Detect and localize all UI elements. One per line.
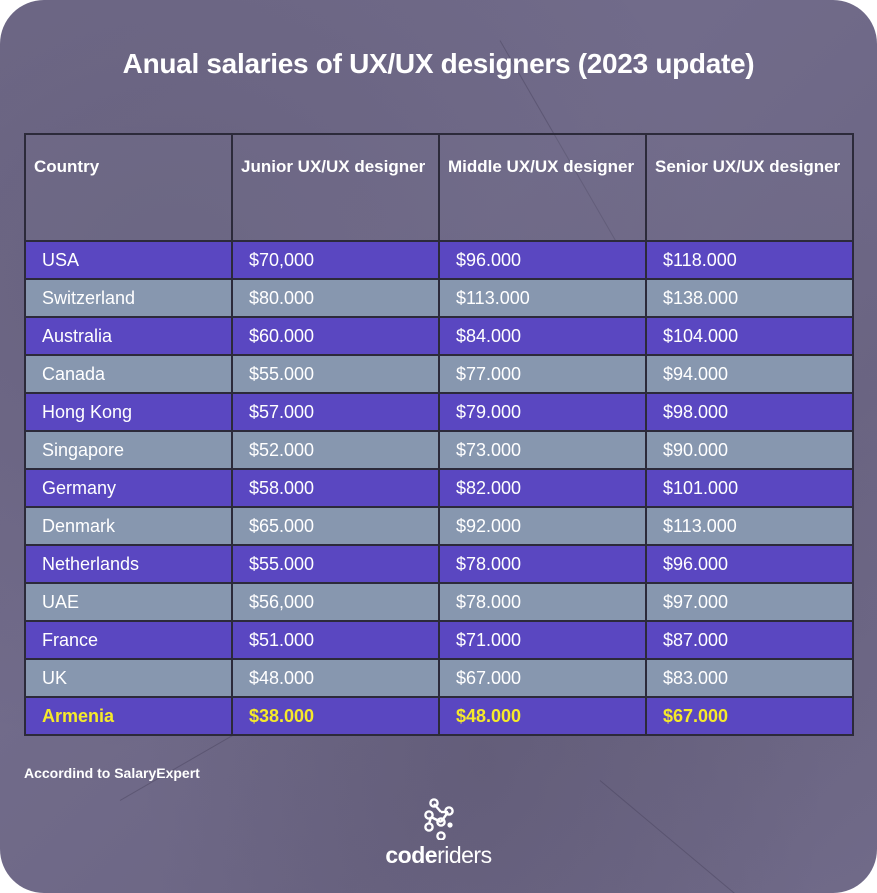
cell-middle: $79.000 [438,392,647,432]
cell-middle: $73.000 [438,430,647,470]
cell-senior: $138.000 [645,278,854,318]
cell-country: UK [24,658,233,698]
table-row: Singapore $52.000 $73.000 $90.000 [24,430,854,470]
cell-senior: $97.000 [645,582,854,622]
cell-country: France [24,620,233,660]
cell-middle: $82.000 [438,468,647,508]
cell-country: Canada [24,354,233,394]
source-note: Accordind to SalaryExpert [24,765,200,781]
cell-country: Netherlands [24,544,233,584]
cell-senior: $96.000 [645,544,854,584]
table-row: Denmark $65.000 $92.000 $113.000 [24,506,854,546]
table-row: Canada $55.000 $77.000 $94.000 [24,354,854,394]
cell-middle: $84.000 [438,316,647,356]
cell-senior: $90.000 [645,430,854,470]
cell-middle: $71.000 [438,620,647,660]
header-senior: Senior UX/UX designer [645,133,854,242]
cell-junior: $55.000 [231,354,440,394]
cell-junior: $56,000 [231,582,440,622]
salary-table: Country Junior UX/UX designer Middle UX/… [24,133,854,736]
header-middle: Middle UX/UX designer [438,133,647,242]
cell-junior: $51.000 [231,620,440,660]
cell-middle: $48.000 [438,696,647,736]
cell-middle: $78.000 [438,544,647,584]
cell-middle: $77.000 [438,354,647,394]
table-row: UAE $56,000 $78.000 $97.000 [24,582,854,622]
cell-middle: $78.000 [438,582,647,622]
brand-logo: coderiders [0,798,877,869]
cell-country: Switzerland [24,278,233,318]
cell-senior: $104.000 [645,316,854,356]
cell-senior: $83.000 [645,658,854,698]
table-row: USA $70,000 $96.000 $118.000 [24,240,854,280]
cell-country: Hong Kong [24,392,233,432]
table-row: Hong Kong $57.000 $79.000 $98.000 [24,392,854,432]
table-row: France $51.000 $71.000 $87.000 [24,620,854,660]
cell-middle: $92.000 [438,506,647,546]
cell-middle: $96.000 [438,240,647,280]
cell-junior: $52.000 [231,430,440,470]
cell-country: Australia [24,316,233,356]
brand-wordmark: coderiders [385,842,492,868]
header-junior: Junior UX/UX designer [231,133,440,242]
cell-middle: $67.000 [438,658,647,698]
cell-country: Singapore [24,430,233,470]
page-title: Anual salaries of UX/UX designers (2023 … [122,48,755,79]
cell-senior: $113.000 [645,506,854,546]
cell-senior: $67.000 [645,696,854,736]
table-row-highlighted: Armenia $38.000 $48.000 $67.000 [24,696,854,736]
cell-country: Germany [24,468,233,508]
cell-junior: $58.000 [231,468,440,508]
table-row: Germany $58.000 $82.000 $101.000 [24,468,854,508]
cell-junior: $48.000 [231,658,440,698]
cell-country: Armenia [24,696,233,736]
cell-senior: $94.000 [645,354,854,394]
cell-junior: $57.000 [231,392,440,432]
table-row: Netherlands $55.000 $78.000 $96.000 [24,544,854,584]
cell-junior: $60.000 [231,316,440,356]
cell-senior: $101.000 [645,468,854,508]
table-row: Australia $60.000 $84.000 $104.000 [24,316,854,356]
header-country: Country [24,133,233,242]
cell-country: USA [24,240,233,280]
cell-junior: $65.000 [231,506,440,546]
cell-senior: $87.000 [645,620,854,660]
table-row: Switzerland $80.000 $113.000 $138.000 [24,278,854,318]
cell-junior: $55.000 [231,544,440,584]
cell-junior: $80.000 [231,278,440,318]
cell-senior: $118.000 [645,240,854,280]
cell-senior: $98.000 [645,392,854,432]
cell-country: Denmark [24,506,233,546]
table-header-row: Country Junior UX/UX designer Middle UX/… [24,133,854,242]
cell-junior: $38.000 [231,696,440,736]
cell-middle: $113.000 [438,278,647,318]
cell-country: UAE [24,582,233,622]
table-row: UK $48.000 $67.000 $83.000 [24,658,854,698]
cell-junior: $70,000 [231,240,440,280]
molecule-network-icon [423,798,454,840]
